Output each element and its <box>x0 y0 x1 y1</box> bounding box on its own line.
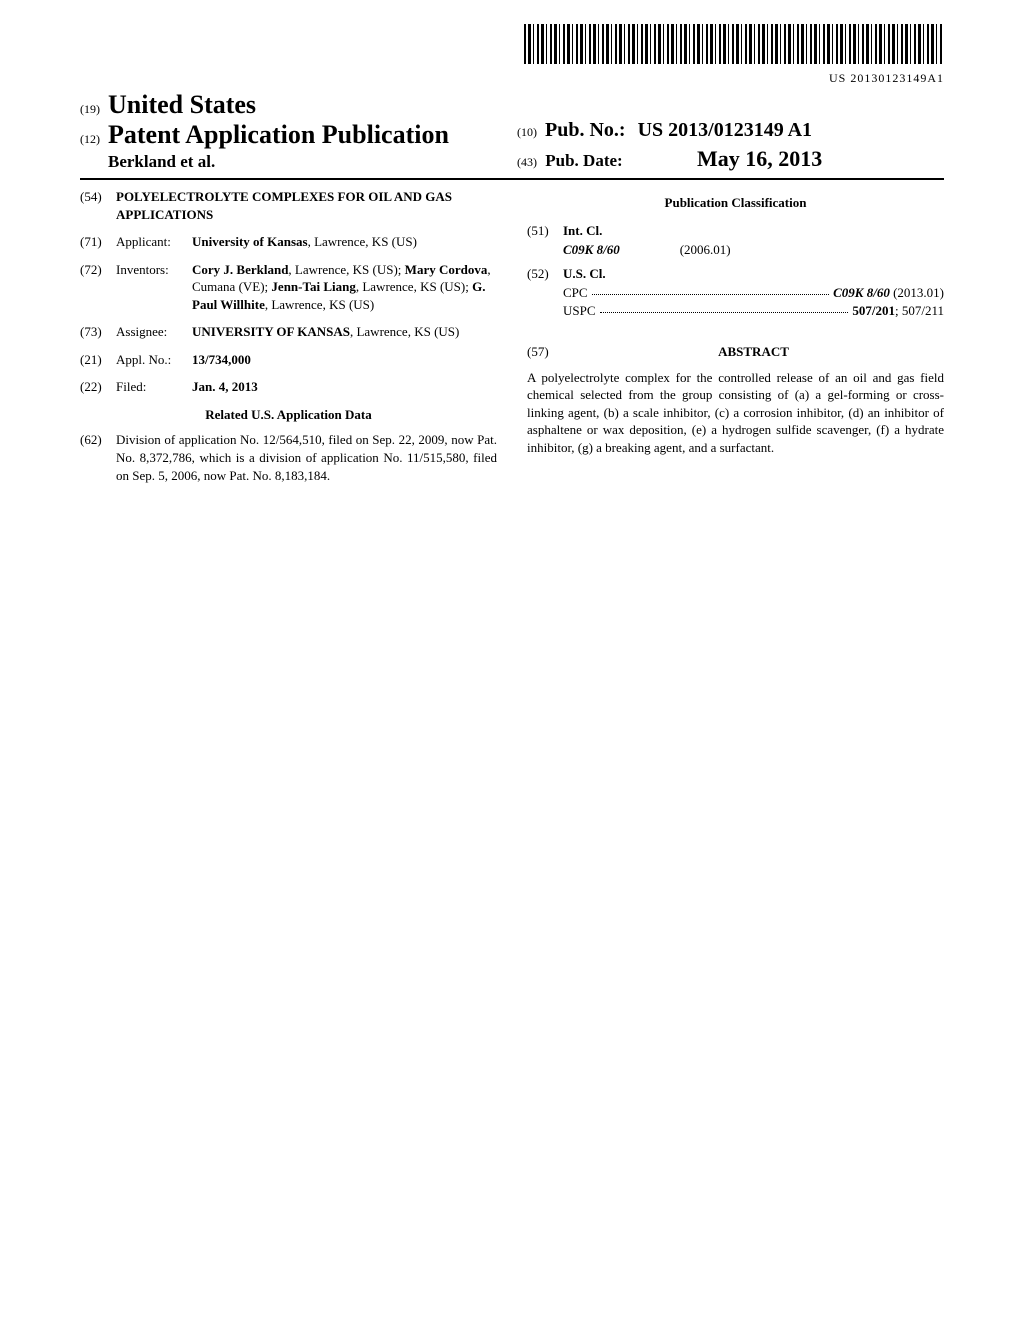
uspc-val: 507/201 <box>852 303 895 318</box>
applicant-location: , Lawrence, KS (US) <box>308 234 417 249</box>
uscl-label: U.S. Cl. <box>563 265 606 283</box>
cpc-year: (2013.01) <box>890 285 944 300</box>
code-62: (62) <box>80 431 116 484</box>
pub-no: US 2013/0123149 A1 <box>638 119 812 141</box>
barcode-text: US 20130123149A1 <box>80 71 944 86</box>
inventors-label: Inventors: <box>116 261 192 314</box>
inventor-1-loc: , Lawrence, KS (US); <box>288 262 404 277</box>
classification-title: Publication Classification <box>527 194 944 212</box>
code-72: (72) <box>80 261 116 314</box>
assignee-location: , Lawrence, KS (US) <box>350 324 459 339</box>
header: (19) United States (12) Patent Applicati… <box>80 90 944 180</box>
left-column: (54) POLYELECTROLYTE COMPLEXES FOR OIL A… <box>80 188 497 494</box>
assignee-name: UNIVERSITY OF KANSAS <box>192 324 350 339</box>
applno-label: Appl. No.: <box>116 351 192 369</box>
related-data-title: Related U.S. Application Data <box>80 406 497 424</box>
applno: 13/734,000 <box>192 351 497 369</box>
inventor-3: Jenn-Tai Liang <box>271 279 355 294</box>
inventor-3-loc: , Lawrence, KS (US); <box>356 279 472 294</box>
cpc-label: CPC <box>563 284 588 302</box>
code-19: (19) <box>80 102 100 116</box>
code-21: (21) <box>80 351 116 369</box>
division-text: Division of application No. 12/564,510, … <box>116 431 497 484</box>
applicant-label: Applicant: <box>116 233 192 251</box>
code-51: (51) <box>527 222 563 240</box>
inventor-1: Cory J. Berkland <box>192 262 288 277</box>
pub-no-label: Pub. No.: <box>545 119 626 141</box>
code-52: (52) <box>527 265 563 283</box>
filed-date: Jan. 4, 2013 <box>192 378 497 396</box>
filed-label: Filed: <box>116 378 192 396</box>
code-54: (54) <box>80 188 116 223</box>
invention-title: POLYELECTROLYTE COMPLEXES FOR OIL AND GA… <box>116 188 497 223</box>
uspc-val2: ; 507/211 <box>895 303 944 318</box>
abstract-label: ABSTRACT <box>563 343 944 361</box>
code-22: (22) <box>80 378 116 396</box>
pub-date: May 16, 2013 <box>697 146 822 171</box>
publication-type: Patent Application Publication <box>108 120 449 149</box>
authors-etal: Berkland et al. <box>80 152 507 172</box>
abstract-text: A polyelectrolyte complex for the contro… <box>527 369 944 457</box>
uspc-label: USPC <box>563 302 596 320</box>
inventor-2: Mary Cordova <box>405 262 488 277</box>
code-12: (12) <box>80 132 100 146</box>
cpc-val: C09K 8/60 <box>833 285 890 300</box>
code-10: (10) <box>517 125 537 139</box>
country: United States <box>108 90 256 119</box>
barcode-region: US 20130123149A1 <box>80 24 944 86</box>
assignee-label: Assignee: <box>116 323 192 341</box>
pub-date-label: Pub. Date: <box>545 151 622 170</box>
intcl-year: (2006.01) <box>680 241 731 259</box>
code-57: (57) <box>527 343 563 361</box>
code-73: (73) <box>80 323 116 341</box>
dots-1 <box>592 284 830 295</box>
intcl-class: C09K 8/60 <box>563 241 620 259</box>
dots-2 <box>600 302 849 313</box>
inventor-4-loc: , Lawrence, KS (US) <box>265 297 374 312</box>
intcl-label: Int. Cl. <box>563 222 602 240</box>
code-43: (43) <box>517 155 537 169</box>
barcode-graphic <box>524 24 944 64</box>
right-column: Publication Classification (51) Int. Cl.… <box>527 188 944 494</box>
code-71: (71) <box>80 233 116 251</box>
applicant-name: University of Kansas <box>192 234 308 249</box>
